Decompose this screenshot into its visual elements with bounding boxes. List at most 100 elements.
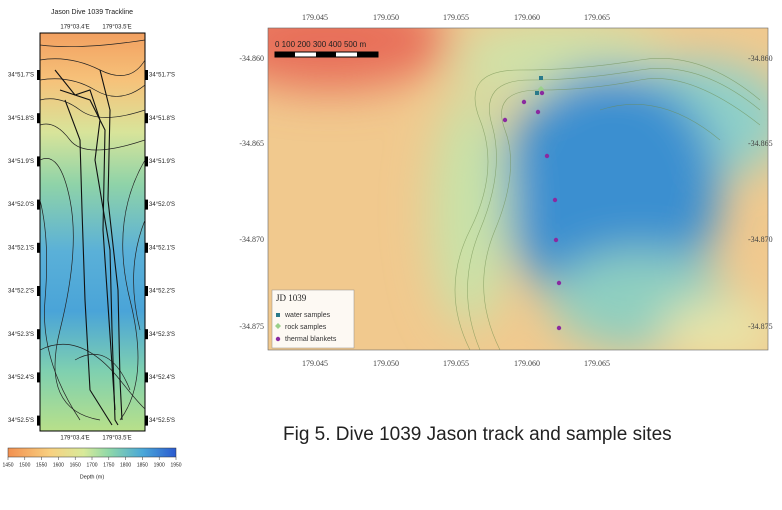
right-tick-label: 34°52.5'S <box>149 418 175 424</box>
colorbar-tick-label: 1600 <box>53 462 64 468</box>
left-tick-label: 34°52.5'S <box>8 418 34 424</box>
thermal-blanket <box>544 153 550 159</box>
tick-bar <box>37 415 40 426</box>
right-tick-label: 34°51.8'S <box>149 116 175 122</box>
right-tick-label: 34°52.4'S <box>149 375 175 381</box>
trackline <box>54 69 123 426</box>
tick-bar <box>37 113 40 124</box>
top-tick-label: 179.050 <box>373 13 399 22</box>
legend-label: water samples <box>284 312 331 319</box>
caption: Fig 5. Dive 1039 Jason track and sample … <box>283 424 672 445</box>
water-sample <box>539 76 543 80</box>
tick-bar <box>145 286 148 296</box>
tick-bar <box>145 329 148 340</box>
top-tick-label: 179.045 <box>302 13 328 22</box>
tick-bar <box>37 156 40 167</box>
left-tick-label: 34°52.1'S <box>8 245 34 251</box>
tick-bar <box>37 372 40 383</box>
right-tick-label: 34°52.3'S <box>149 332 175 338</box>
colorbar-tick-label: 1850 <box>137 462 148 468</box>
left-map <box>39 32 146 432</box>
legend-marker <box>275 336 281 342</box>
left-tick-label: 34°52.3'S <box>8 332 34 338</box>
top-tick-label: 179°03.5'E <box>102 25 131 31</box>
colorbar <box>7 447 177 458</box>
tick-bar <box>37 329 40 340</box>
colorbar-tick-label: 1750 <box>103 462 114 468</box>
colorbar-tick-label: 1500 <box>19 462 30 468</box>
thermal-blanket <box>553 237 559 243</box>
thermal-blanket <box>556 325 562 331</box>
left-tick-label: -34.860 <box>239 54 264 63</box>
left-tick-label: -34.865 <box>239 139 264 148</box>
tick-bar <box>145 70 148 80</box>
tick-bar <box>145 113 148 124</box>
water-sample <box>535 91 539 95</box>
tick-bar <box>145 372 148 383</box>
top-tick-label: 179.055 <box>443 13 469 22</box>
tick-bar <box>37 286 40 296</box>
legend-label: rock samples <box>285 324 327 331</box>
colorbar-tick-label: 1950 <box>170 462 181 468</box>
bottom-tick-label: 179.060 <box>514 359 540 368</box>
right-tick-label: -34.860 <box>748 54 773 63</box>
thermal-blanket <box>521 99 527 105</box>
tick-bar <box>37 70 40 80</box>
left-tick-label: 34°52.2'S <box>8 289 34 295</box>
legend-marker <box>276 313 280 317</box>
left-tick-label: 34°51.8'S <box>8 116 34 122</box>
legend-title: JD 1039 <box>276 293 307 303</box>
tick-bar <box>37 242 40 253</box>
left-title: Jason Dive 1039 Trackline <box>51 9 133 16</box>
top-tick-label: 179°03.4'E <box>60 25 89 31</box>
top-tick-label: 179.065 <box>584 13 610 22</box>
scale-bar-label: 0 100 200 300 400 500 m <box>275 40 367 49</box>
thermal-blanket <box>556 280 562 286</box>
legend-marker <box>275 323 281 329</box>
right-tick-label: -34.875 <box>748 322 773 331</box>
tick-bar <box>145 199 148 210</box>
sample-sites <box>502 76 562 331</box>
left-tick-label: -34.875 <box>239 322 264 331</box>
legend-box <box>271 289 355 349</box>
tick-bar <box>145 156 148 167</box>
rock-sample <box>538 86 544 92</box>
tick-bar <box>145 242 148 253</box>
right-tick-label: 34°51.7'S <box>149 73 175 79</box>
map-frame <box>267 27 769 351</box>
thermal-blanket <box>552 197 558 203</box>
thermal-blanket <box>539 90 545 96</box>
depth-map <box>39 32 146 432</box>
left-tick-label: 34°52.4'S <box>8 375 34 381</box>
right-map <box>268 28 768 350</box>
bottom-tick-label: 179°03.5'E <box>102 436 131 442</box>
bottom-tick-label: 179.055 <box>443 359 469 368</box>
left-tick-label: -34.870 <box>239 235 264 244</box>
left-tick-label: 34°52.0'S <box>8 202 34 208</box>
colorbar-tick-label: 1900 <box>154 462 165 468</box>
bottom-tick-label: 179.050 <box>373 359 399 368</box>
thermal-blanket <box>535 109 541 115</box>
right-tick-label: -34.865 <box>748 139 773 148</box>
top-tick-label: 179.060 <box>514 13 540 22</box>
colorbar-tick-label: 1700 <box>86 462 97 468</box>
thermal-blanket <box>502 117 508 123</box>
colorbar-tick-label: 1800 <box>120 462 131 468</box>
legend-label: thermal blankets <box>285 336 337 343</box>
right-tick-label: 34°52.1'S <box>149 245 175 251</box>
colorbar-tick-label: 1450 <box>2 462 13 468</box>
tick-bar <box>145 415 148 426</box>
contours <box>454 58 761 350</box>
colorbar-tick-label: 1650 <box>70 462 81 468</box>
bottom-tick-label: 179.045 <box>302 359 328 368</box>
left-tick-label: 34°51.7'S <box>8 73 34 79</box>
tick-bar <box>37 199 40 210</box>
right-tick-label: 34°52.0'S <box>149 202 175 208</box>
right-tick-label: 34°52.2'S <box>149 289 175 295</box>
colorbar-label: Depth (m) <box>80 474 105 480</box>
right-tick-label: -34.870 <box>748 235 773 244</box>
left-tick-label: 34°51.9'S <box>8 159 34 165</box>
bottom-tick-label: 179.065 <box>584 359 610 368</box>
